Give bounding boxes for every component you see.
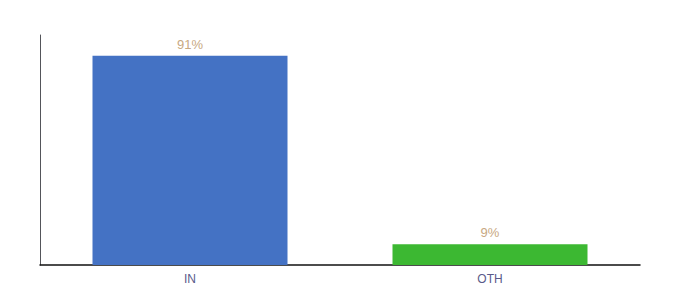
svg-text:OTH: OTH bbox=[477, 272, 502, 286]
svg-text:IN: IN bbox=[184, 272, 196, 286]
svg-text:9%: 9% bbox=[481, 225, 500, 240]
svg-text:91%: 91% bbox=[177, 37, 203, 52]
